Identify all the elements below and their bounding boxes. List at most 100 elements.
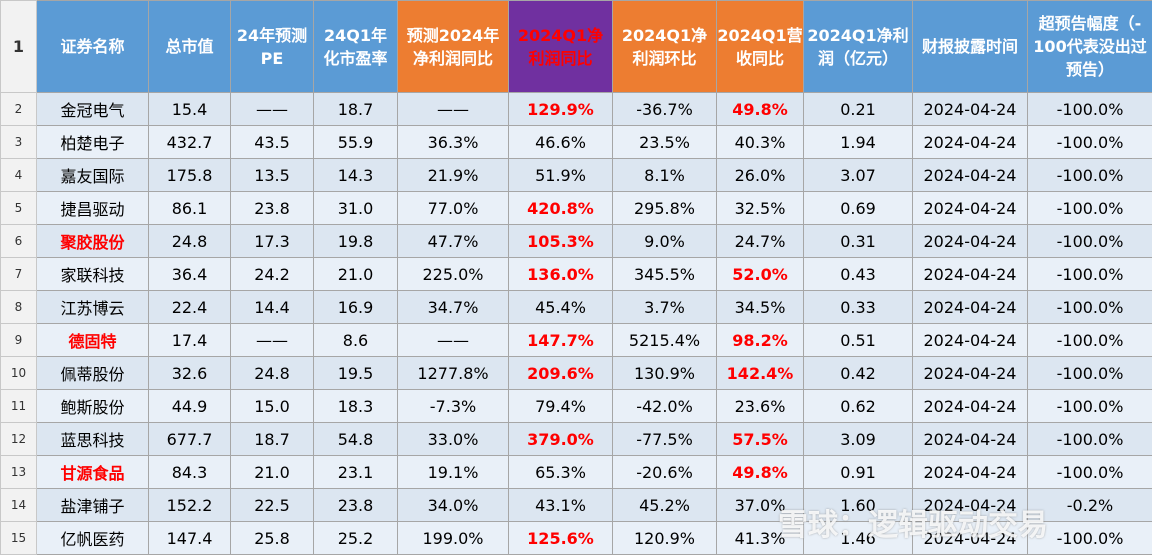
cell: 152.2 — [148, 488, 231, 522]
cell: 1.94 — [803, 125, 913, 159]
cell: 19.8 — [313, 224, 398, 258]
cell: 2024-04-24 — [912, 455, 1028, 489]
cell: 0.69 — [803, 191, 913, 225]
cell: 24.8 — [148, 224, 231, 258]
cell: 2024-04-24 — [912, 422, 1028, 456]
cell: 295.8% — [612, 191, 717, 225]
cell: 22.5 — [230, 488, 314, 522]
cell: 15.4 — [148, 92, 231, 126]
cell: 52.0% — [716, 257, 804, 291]
cell: 17.3 — [230, 224, 314, 258]
row-number: 11 — [0, 389, 37, 423]
cell: 36.4 — [148, 257, 231, 291]
cell: -100.0% — [1027, 257, 1152, 291]
cell: 2024-04-24 — [912, 389, 1028, 423]
cell: 0.42 — [803, 356, 913, 390]
row-number: 13 — [0, 455, 37, 489]
cell: 147.4 — [148, 521, 231, 555]
cell: 130.9% — [612, 356, 717, 390]
row-number: 15 — [0, 521, 37, 555]
cell: -100.0% — [1027, 356, 1152, 390]
header-line: 证券名称 — [60, 37, 125, 56]
cell: 鲍斯股份 — [36, 389, 149, 423]
cell: 25.2 — [313, 521, 398, 555]
header-line: 利润环比 — [632, 48, 697, 68]
cell: 3.7% — [612, 290, 717, 324]
cell: 金冠电气 — [36, 92, 149, 126]
header-cell: 2024Q1营 收同比 — [716, 0, 804, 93]
cell: 51.9% — [508, 158, 613, 192]
cell: 亿帆医药 — [36, 521, 149, 555]
cell: 21.0 — [230, 455, 314, 489]
data-row: 3 柏楚电子 432.7 43.5 55.9 36.3% 46.6% 23.5% 40.3% 1.… — [0, 125, 1152, 159]
row-number: 4 — [0, 158, 37, 192]
cell: 0.91 — [803, 455, 913, 489]
data-row: 13 甘源食品 84.3 21.0 23.1 19.1% 65.3% -20.6% 49.8% 0… — [0, 455, 1152, 489]
cell: 1.46 — [803, 521, 913, 555]
cell: 23.8 — [313, 488, 398, 522]
cell: —— — [397, 92, 509, 126]
data-row: 14 盐津铺子 152.2 22.5 23.8 34.0% 43.1% 45.2% 37.0% 1… — [0, 488, 1152, 522]
cell: -100.0% — [1027, 191, 1152, 225]
cell: 0.43 — [803, 257, 913, 291]
header-line: 利润同比 — [528, 48, 593, 68]
header-line: 净利润同比 — [412, 48, 493, 68]
cell: 86.1 — [148, 191, 231, 225]
header-cell: 24Q1年 化市盈率 — [313, 0, 398, 93]
header-line: 2024Q1净利 — [807, 25, 909, 45]
cell: 47.7% — [397, 224, 509, 258]
cell: -77.5% — [612, 422, 717, 456]
cell: 1277.8% — [397, 356, 509, 390]
cell: -100.0% — [1027, 323, 1152, 357]
cell: —— — [230, 92, 314, 126]
cell: 32.6 — [148, 356, 231, 390]
cell: 15.0 — [230, 389, 314, 423]
cell: 9.0% — [612, 224, 717, 258]
cell: 24.8 — [230, 356, 314, 390]
cell: 49.8% — [716, 455, 804, 489]
header-line: 润（亿元） — [817, 48, 898, 68]
cell: 1.60 — [803, 488, 913, 522]
cell: 2024-04-24 — [912, 125, 1028, 159]
cell: 23.8 — [230, 191, 314, 225]
data-row: 12 蓝思科技 677.7 18.7 54.8 33.0% 379.0% -77.5% 57.5… — [0, 422, 1152, 456]
row-number: 6 — [0, 224, 37, 258]
cell: 嘉友国际 — [36, 158, 149, 192]
header-line: 100代表没出过 — [1033, 37, 1147, 56]
cell: 21.0 — [313, 257, 398, 291]
cell: 18.7 — [313, 92, 398, 126]
cell: 0.31 — [803, 224, 913, 258]
cell: 32.5% — [716, 191, 804, 225]
cell: 2024-04-24 — [912, 290, 1028, 324]
cell: 0.21 — [803, 92, 913, 126]
cell: 33.0% — [397, 422, 509, 456]
cell: 21.9% — [397, 158, 509, 192]
data-row: 7 家联科技 36.4 24.2 21.0 225.0% 136.0% 345.5% 52.0%… — [0, 257, 1152, 291]
cell: 19.5 — [313, 356, 398, 390]
cell: 147.7% — [508, 323, 613, 357]
header-line: 化市盈率 — [323, 48, 388, 68]
cell: 0.51 — [803, 323, 913, 357]
cell: 54.8 — [313, 422, 398, 456]
cell: 44.9 — [148, 389, 231, 423]
cell: —— — [397, 323, 509, 357]
data-row: 2 金冠电气 15.4 —— 18.7 —— 129.9% -36.7% 49.8% 0.21 20… — [0, 92, 1152, 126]
cell: 5215.4% — [612, 323, 717, 357]
cell: 199.0% — [397, 521, 509, 555]
cell: 16.9 — [313, 290, 398, 324]
cell: 0.33 — [803, 290, 913, 324]
cell: 22.4 — [148, 290, 231, 324]
cell: -100.0% — [1027, 521, 1152, 555]
cell: 209.6% — [508, 356, 613, 390]
cell: 43.5 — [230, 125, 314, 159]
cell: 2024-04-24 — [912, 257, 1028, 291]
cell: -100.0% — [1027, 92, 1152, 126]
cell: -36.7% — [612, 92, 717, 126]
cell: 2024-04-24 — [912, 521, 1028, 555]
cell: 2024-04-24 — [912, 191, 1028, 225]
row-number: 7 — [0, 257, 37, 291]
row-number: 8 — [0, 290, 37, 324]
cell: 77.0% — [397, 191, 509, 225]
cell: -100.0% — [1027, 455, 1152, 489]
